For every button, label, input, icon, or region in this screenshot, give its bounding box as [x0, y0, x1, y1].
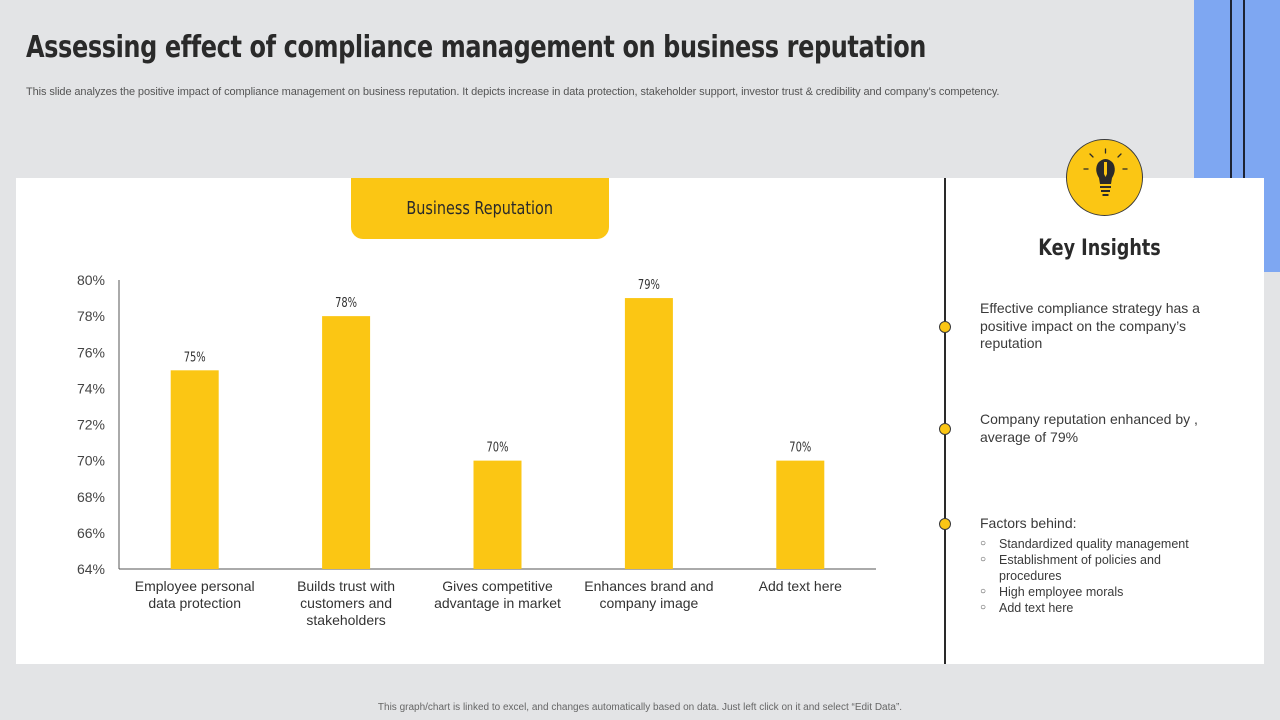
- y-tick-label: 68%: [77, 489, 105, 505]
- timeline-dot: [939, 321, 951, 333]
- y-tick-label: 70%: [77, 453, 105, 469]
- bullet-icon: ○: [980, 586, 987, 597]
- bar: [624, 298, 673, 569]
- data-label: 79%: [638, 278, 660, 293]
- lightbulb-pencil-icon: [1083, 148, 1128, 196]
- bullet-icon: ○: [980, 602, 987, 613]
- decorative-line: [1243, 0, 1245, 180]
- chart-title: Business Reputation: [406, 198, 554, 219]
- timeline-dot: [939, 423, 951, 435]
- decorative-line: [1230, 0, 1232, 180]
- list-item: ○ Standardized quality management: [980, 537, 1189, 551]
- chart-title-badge: Business Reputation: [351, 178, 609, 239]
- x-tick-label: Add text here: [759, 578, 842, 594]
- data-label: 70%: [789, 441, 811, 456]
- insights-timeline: [944, 178, 946, 664]
- bar: [776, 460, 825, 569]
- insights-title: Key Insights: [1038, 236, 1162, 261]
- bar: [473, 460, 522, 569]
- y-tick-label: 76%: [77, 344, 105, 360]
- y-tick-label: 64%: [77, 561, 105, 577]
- insights-icon-badge: [1066, 139, 1143, 216]
- y-tick-label: 66%: [77, 525, 105, 541]
- bullet-icon: ○: [980, 554, 987, 565]
- slide-title: Assessing effect of compliance managemen…: [26, 30, 926, 65]
- y-tick-label: 72%: [77, 417, 105, 433]
- x-tick-label: Employee personal data protection: [135, 578, 255, 611]
- insight-text: Effective compliance strategy has a posi…: [980, 300, 1200, 351]
- x-tick-label: Gives competitive advantage in market: [434, 578, 561, 611]
- bar: [322, 316, 371, 569]
- timeline-dot: [939, 518, 951, 530]
- x-tick-label: Enhances brand and company image: [584, 578, 713, 611]
- y-tick-label: 80%: [77, 272, 105, 288]
- footer-note: This graph/chart is linked to excel, and…: [377, 702, 903, 713]
- bar: [170, 370, 219, 569]
- list-item: ○ Add text here: [980, 601, 1074, 615]
- list-item: ○ High employee morals: [980, 585, 1124, 599]
- data-label: 78%: [335, 296, 357, 311]
- bullet-icon: ○: [980, 538, 987, 549]
- data-label: 70%: [487, 441, 509, 456]
- data-label: 75%: [184, 350, 206, 365]
- x-tick-label: Builds trust with customers and stakeholde…: [297, 578, 395, 628]
- y-tick-label: 74%: [77, 380, 105, 396]
- insight-text: Company reputation enhanced by , average…: [980, 411, 1198, 445]
- slide-subtitle: This slide analyzes the positive impact …: [26, 86, 1000, 98]
- y-tick-label: 78%: [77, 308, 105, 324]
- factors-heading: Factors behind:: [980, 515, 1077, 531]
- factors-list: ○ Standardized quality management ○ Establ…: [980, 536, 1220, 616]
- list-item: ○ Establishment of policies and procedure…: [980, 553, 1161, 583]
